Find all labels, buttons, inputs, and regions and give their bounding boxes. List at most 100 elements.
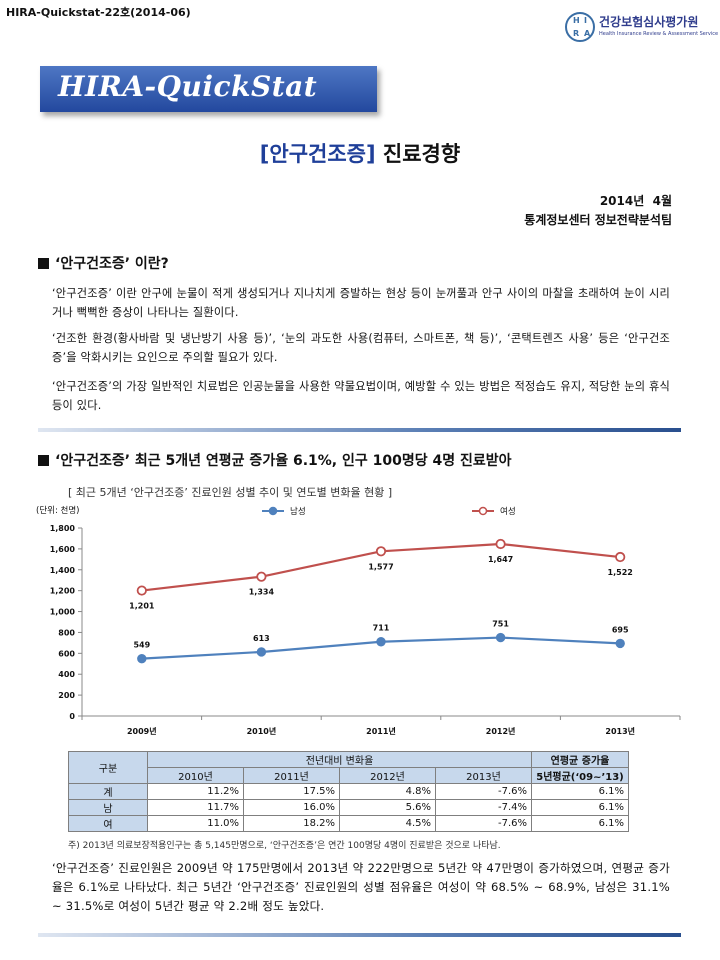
section2-heading-text: ‘안구건조증’ 최근 5개년 연평균 증가율 6.1%, 인구 100명당 4명… <box>55 453 512 469</box>
data-point <box>256 571 267 582</box>
table-cell: 17.5% <box>243 783 340 800</box>
table-year-header: 2013년 <box>435 767 532 784</box>
data-point <box>495 632 506 643</box>
data-point <box>136 585 147 596</box>
x-tick-label: 2010년 <box>247 726 277 736</box>
data-label: 1,577 <box>368 562 393 571</box>
chart-series: 549 613 711 751 695 1,201 1,334 1,577 1,647 1,522 <box>129 538 633 664</box>
data-point <box>495 538 506 550</box>
chart-legend: 남성 여성 <box>262 506 516 517</box>
section2-heading: ‘안구건조증’ 최근 5개년 연평균 증가율 6.1%, 인구 100명당 4명… <box>38 450 511 470</box>
table-row-label: 여 <box>68 815 148 832</box>
hira-logo: H I R A 건강보험심사평가원 Health Insurance Revie… <box>565 12 719 44</box>
data-label: 1,522 <box>608 568 633 577</box>
data-label: 613 <box>253 634 270 643</box>
table-cell: -7.6% <box>435 783 532 800</box>
logo-letter: R <box>573 29 580 38</box>
table-cell: 5.6% <box>339 799 436 816</box>
y-tick-label: 1,200 <box>50 587 76 596</box>
y-tick-label: 0 <box>69 712 75 721</box>
table-row-label: 계 <box>68 783 148 800</box>
data-point <box>137 653 147 664</box>
data-label: 695 <box>612 625 629 634</box>
x-tick-label: 2011년 <box>366 726 396 736</box>
title-suffix: 진료경향 <box>375 142 461 166</box>
chart-y-axis: 0 200 400 600 800 1,000 1,200 1,400 1,600 1,800 <box>50 524 83 721</box>
table-group-header: 전년대비 변화율 <box>147 751 532 768</box>
y-tick-label: 1,600 <box>50 545 76 554</box>
legend-label: 남성 <box>290 507 306 517</box>
square-bullet-icon <box>38 455 49 466</box>
data-point <box>256 647 267 657</box>
table-cell: 4.5% <box>339 815 436 832</box>
table-cell: 11.7% <box>147 799 244 816</box>
data-label: 1,647 <box>488 555 513 564</box>
legend-marker <box>478 506 488 516</box>
logo-letter: I <box>584 16 587 25</box>
data-label: 711 <box>373 624 390 633</box>
table-footnote: 주) 2013년 의료보장적용인구는 총 5,145만명으로, ‘안구건조증’은… <box>68 841 501 851</box>
data-label: 1,334 <box>249 588 275 597</box>
y-tick-label: 1,400 <box>50 566 76 575</box>
table-row-label: 남 <box>68 799 148 816</box>
table-corner-header: 구분 <box>68 751 148 784</box>
table-cell: -7.6% <box>435 815 532 832</box>
report-department: 통계정보센터 정보전략분석팀 <box>524 213 672 227</box>
chart-x-axis: 2009년 2010년 2011년 2012년 2013년 <box>81 715 681 736</box>
page-title: [안구건조증] 진료경향 <box>0 138 720 168</box>
chart-caption: [ 최근 5개년 ‘안구건조증’ 진료인원 성별 추이 및 연도별 변화율 현황… <box>68 486 393 499</box>
x-tick-label: 2012년 <box>486 726 516 736</box>
document-id: HIRA-Quickstat-22호(2014-06) <box>6 6 191 19</box>
logo-name: 건강보험심사평가원 <box>599 15 699 29</box>
data-label: 1,201 <box>129 602 155 611</box>
section-divider <box>38 428 681 432</box>
logo-subtitle: Health Insurance Review & Assessment Ser… <box>599 31 719 37</box>
table-cell: 18.2% <box>243 815 340 832</box>
logo-emblem-icon: H I R A <box>565 12 595 42</box>
data-label: 549 <box>133 641 150 650</box>
chart-unit-label: (단위: 천명) <box>36 505 79 516</box>
table-cell: 6.1% <box>531 799 629 816</box>
logo-letter: A <box>584 29 591 38</box>
section1-paragraph: ‘건조한 환경(황사바람 및 냉난방기 사용 등)’, ‘눈의 과도한 사용(컴… <box>52 332 670 364</box>
section1-paragraph: ‘안구건조증’의 가장 일반적인 치료법은 인공눈물을 사용한 약물요법이며, … <box>52 380 670 412</box>
y-tick-label: 800 <box>58 628 75 637</box>
square-bullet-icon <box>38 258 49 269</box>
table-row: 여 11.0% 18.2% 4.5% -7.6% 6.1% <box>68 815 629 832</box>
y-tick-label: 1,000 <box>50 608 76 617</box>
data-point <box>615 551 626 563</box>
report-date: 2014년 4월 <box>599 194 672 208</box>
table-cell: 11.2% <box>147 783 244 800</box>
table-cell: -7.4% <box>435 799 532 816</box>
logo-letter: H <box>573 16 580 25</box>
x-tick-label: 2013년 <box>605 726 635 736</box>
x-tick-label: 2009년 <box>127 726 157 736</box>
table-cell: 6.1% <box>531 815 629 832</box>
section1-paragraph: ‘안구건조증’ 이란 안구에 눈물이 적게 생성되거나 지나치게 증발하는 현상… <box>52 287 670 319</box>
y-tick-label: 400 <box>58 670 75 679</box>
table-average-period-header: 5년평균(‘09~’13) <box>531 767 629 784</box>
section1-heading: ‘안구건조증’ 이란? <box>38 253 169 273</box>
table-average-header: 연평균 증가율 <box>531 751 629 768</box>
legend-label: 여성 <box>500 506 516 517</box>
table-cell: 4.8% <box>339 783 436 800</box>
legend-marker <box>268 506 278 516</box>
gender-trend-line-chart: (단위: 천명) 남성 여성 0 200 400 600 800 1,000 1,200 1,4… <box>36 505 681 736</box>
y-tick-label: 600 <box>58 649 75 658</box>
data-point <box>615 638 625 649</box>
table-year-header: 2012년 <box>339 767 436 784</box>
banner-title: HIRA-QuickStat <box>58 70 318 103</box>
title-topic: [안구건조증] <box>259 142 376 166</box>
data-point <box>376 637 386 647</box>
table-cell: 6.1% <box>531 783 629 800</box>
table-row: 남 11.7% 16.0% 5.6% -7.4% 6.1% <box>68 799 629 816</box>
section1-heading-text: ‘안구건조증’ 이란? <box>55 256 169 272</box>
summary-paragraph: ‘안구건조증’ 진료인원은 2009년 약 175만명에서 2013년 약 22… <box>52 861 670 913</box>
data-point <box>375 546 387 557</box>
footer-divider <box>38 933 681 937</box>
table-row: 계 11.2% 17.5% 4.8% -7.6% 6.1% <box>68 783 629 800</box>
table-year-header: 2011년 <box>243 767 340 784</box>
y-tick-label: 1,800 <box>50 524 76 533</box>
change-rate-table: 구분 전년대비 변화율 연평균 증가율 2010년 2011년 2012년 20… <box>68 751 629 832</box>
table-year-header: 2010년 <box>147 767 244 784</box>
